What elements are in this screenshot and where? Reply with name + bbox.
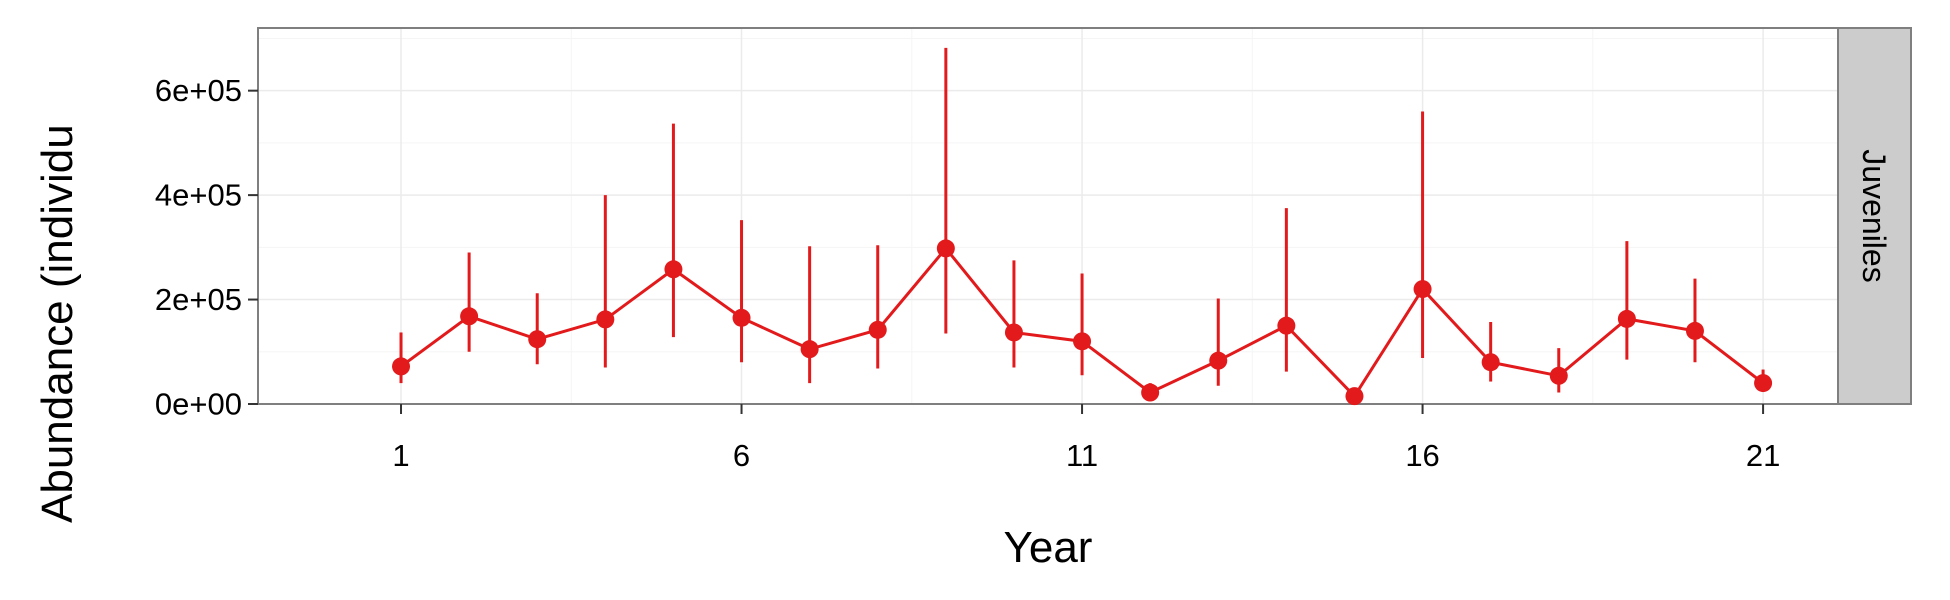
data-point: [800, 340, 819, 359]
data-point: [1413, 280, 1432, 299]
y-tick-label: 0e+00: [155, 387, 242, 422]
data-point: [1481, 353, 1500, 372]
data-point: [732, 308, 751, 327]
data-point: [1549, 366, 1568, 385]
facet-strip: Juveniles: [1837, 27, 1912, 405]
data-point: [1209, 351, 1228, 370]
data-point: [528, 330, 547, 349]
x-axis: 1 6 11 16 21: [392, 404, 1780, 473]
major-gridlines: [258, 28, 1838, 405]
x-axis-title: Year: [1004, 523, 1093, 572]
x-tick-label: 1: [392, 438, 409, 473]
data-point: [1685, 321, 1704, 340]
data-point: [1617, 309, 1636, 328]
minor-gridlines: [258, 28, 1838, 404]
data-point: [1004, 323, 1023, 342]
data-point: [936, 239, 955, 258]
data-points: [392, 239, 1773, 406]
data-point: [1277, 316, 1296, 335]
facet-strip-background: [1837, 27, 1912, 405]
x-tick-label: 21: [1746, 438, 1780, 473]
facet-strip-label: Juveniles: [1856, 149, 1892, 282]
data-point: [392, 357, 411, 376]
y-tick-label: 6e+05: [155, 73, 242, 108]
data-point: [596, 310, 615, 329]
x-tick-label: 16: [1405, 438, 1439, 473]
plot-panel: [257, 27, 1839, 405]
data-point: [868, 320, 887, 339]
x-tick-label: 11: [1066, 438, 1098, 473]
data-point: [1141, 383, 1160, 402]
data-point: [460, 307, 479, 326]
data-point: [1345, 387, 1364, 406]
data-point: [1754, 374, 1773, 393]
y-tick-label: 2e+05: [155, 282, 242, 317]
y-tick-label: 4e+05: [155, 178, 242, 213]
data-point: [1073, 332, 1092, 351]
y-axis: 0e+00 2e+05 4e+05 6e+05: [155, 73, 258, 422]
data-point: [664, 260, 683, 279]
y-axis-title: Abundance (individu: [33, 124, 82, 523]
x-tick-label: 6: [733, 438, 750, 473]
